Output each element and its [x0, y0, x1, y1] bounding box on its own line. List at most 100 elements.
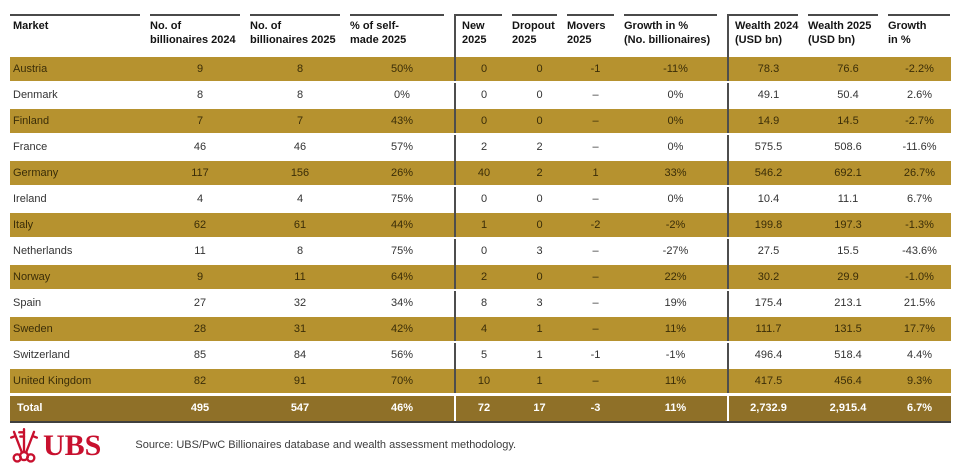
table-row-germany: Germany 117 156 26% 40 2 1 33% 546.2 692.1 26.7% [10, 158, 951, 187]
value-cell: 29.9 [808, 262, 888, 291]
column-header-2: No. of billionaires 2025 [250, 14, 350, 56]
value-cell: 32 [293, 296, 307, 309]
market-cell: Germany [10, 158, 150, 187]
value-cell: 0% [667, 140, 684, 153]
value-cell: 175.4 [727, 289, 808, 316]
value-cell: 8 [250, 54, 350, 83]
value-cell: 456.4 [808, 366, 888, 396]
value-cell: 17.7% [888, 314, 951, 343]
market-cell: Norway [10, 262, 150, 291]
value-cell: 0% [667, 192, 684, 205]
value-cell: 14.9 [727, 106, 808, 135]
value-cell: 33% [624, 158, 728, 187]
table-row-netherlands: Netherlands 11 8 75% 0 3 – -27% 27.5 15.5 -43.6% [10, 237, 951, 264]
value-cell: -1 [567, 54, 624, 83]
market-cell: Austria [10, 54, 150, 83]
value-cell: -2 [567, 210, 624, 239]
value-cell: – [592, 140, 599, 153]
value-cell: 46% [350, 392, 455, 423]
market-cell: United Kingdom [10, 366, 150, 396]
footer: UBS Source: UBS/PwC Billionaires databas… [8, 424, 516, 466]
value-cell: – [592, 296, 599, 309]
value-cell: 11% [624, 392, 728, 423]
value-cell: 31 [250, 314, 350, 343]
value-cell: -3 [567, 392, 624, 423]
value-cell: – [567, 314, 624, 343]
market-cell: Switzerland [13, 348, 70, 361]
column-header-10: Growth in % [888, 14, 951, 56]
value-cell: 197.3 [808, 210, 888, 239]
value-cell: 508.6 [834, 140, 862, 153]
value-cell: 46 [193, 140, 207, 153]
value-cell: 26% [350, 158, 455, 187]
value-cell: 21.5% [903, 296, 936, 309]
value-cell: 40 [454, 158, 512, 187]
value-cell: 3 [536, 296, 543, 309]
value-cell: -1 [590, 348, 601, 361]
ubs-keys-icon [9, 428, 39, 463]
value-cell: 42% [350, 314, 455, 343]
value-cell: 546.2 [727, 158, 808, 187]
table-row-ireland: Ireland 4 4 75% 0 0 – 0% 10.4 11.1 6.7% [10, 185, 951, 212]
value-cell: -1% [665, 348, 686, 361]
value-cell: 1 [512, 314, 567, 343]
value-cell: 15.5 [837, 244, 859, 257]
value-cell: 1 [567, 158, 624, 187]
value-cell: 111.7 [727, 314, 808, 343]
value-cell: 575.5 [727, 133, 808, 160]
market-cell: Total [10, 392, 150, 423]
value-cell: 70% [350, 366, 455, 396]
value-cell: 11 [194, 244, 206, 257]
value-cell: 11 [250, 262, 350, 291]
value-cell: 518.4 [834, 348, 862, 361]
value-cell: 0 [512, 210, 567, 239]
table-body: Austria 9 8 50% 0 0 -1 -11% 78.3 76.6 -2.2% Denmark… [10, 54, 951, 423]
value-cell: 85 [193, 348, 207, 361]
table-row-switzerland: Switzerland 85 84 56% 5 1 -1 -1% 496.4 518.4 4.4% [10, 341, 951, 368]
value-cell: 11% [624, 314, 728, 343]
value-cell: 50% [350, 54, 455, 83]
value-cell: 2.6% [906, 88, 933, 101]
value-cell: 417.5 [727, 366, 808, 396]
value-cell: 49.1 [727, 81, 808, 108]
column-header-9: Wealth 2025 (USD bn) [808, 14, 888, 56]
value-cell: -2.7% [888, 106, 951, 135]
column-header-3: % of self- made 2025 [350, 14, 455, 56]
value-cell: 4 [454, 314, 512, 343]
table-header: Market No. of billionaires 2024 No. of bil… [10, 14, 951, 56]
column-header-4: New 2025 [454, 14, 512, 56]
market-cell: Denmark [13, 88, 58, 101]
value-cell: 0 [454, 81, 512, 108]
table-row-united-kingdom: United Kingdom 82 91 70% 10 1–11% 417.5 456.4 9.… [10, 366, 951, 396]
value-cell: 117 [150, 158, 250, 187]
value-cell: -1.0% [888, 262, 951, 291]
value-cell: 26.7% [888, 158, 951, 187]
value-cell: 3 [536, 244, 543, 257]
value-cell: 17 [512, 392, 567, 423]
value-cell: 78.3 [727, 54, 808, 83]
value-cell: 82 [150, 366, 250, 396]
value-cell: 2,915.4 [808, 392, 888, 423]
value-cell: 5 [454, 341, 512, 368]
value-cell: 692.1 [808, 158, 888, 187]
value-cell: 8 [196, 88, 204, 101]
value-cell: 27.5 [727, 237, 808, 264]
value-cell: 2 [512, 158, 567, 187]
value-cell: 9 [150, 262, 250, 291]
value-cell: -2.2% [888, 54, 951, 83]
value-cell: 2 [536, 140, 543, 153]
value-cell: 43% [350, 106, 455, 135]
value-cell: 2,732.9 [727, 392, 808, 423]
market-cell: Spain [13, 296, 42, 309]
value-cell: 50.4 [837, 88, 859, 101]
value-cell: 14.5 [808, 106, 888, 135]
table-row-norway: Norway 9 11 64% 2 0–22% 30.2 29.9 -1.0% [10, 262, 951, 291]
value-cell: 0 [512, 262, 567, 291]
value-cell: 0 [536, 88, 543, 101]
market-cell: Italy [10, 210, 150, 239]
value-cell: 0 [454, 106, 512, 135]
table-row-austria: Austria 9 8 50% 0 0 -1 -11% 78.3 76.6 -2.2% [10, 54, 951, 83]
value-cell: 213.1 [834, 296, 862, 309]
ubs-logo: UBS [8, 426, 101, 464]
